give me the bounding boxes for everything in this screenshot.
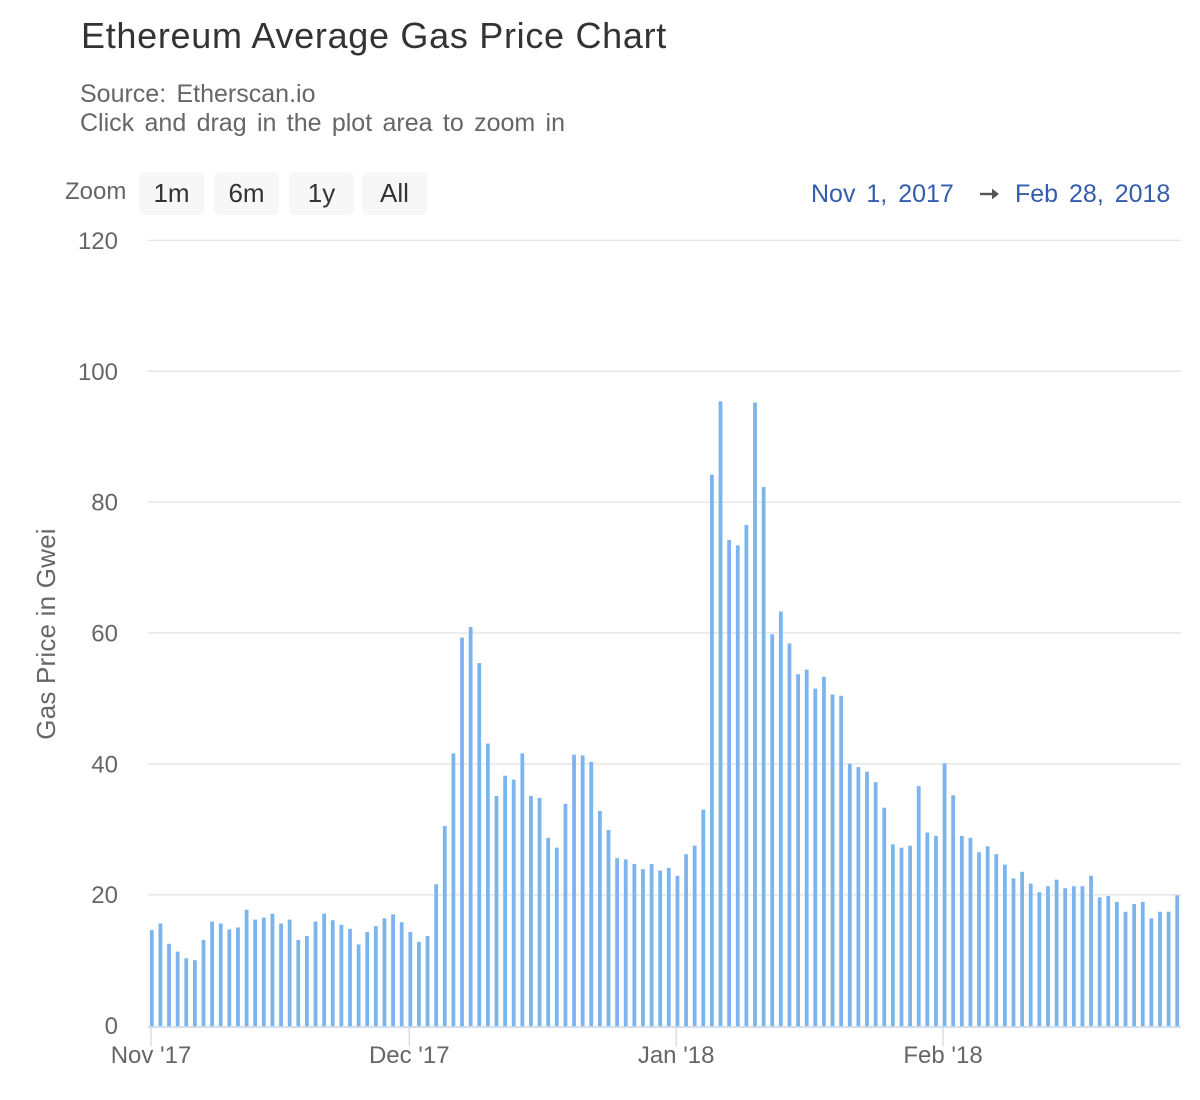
svg-text:80: 80 xyxy=(91,490,118,517)
svg-text:100: 100 xyxy=(78,359,118,386)
svg-text:Jan '18: Jan '18 xyxy=(638,1042,715,1069)
svg-text:Dec '17: Dec '17 xyxy=(369,1042,450,1069)
svg-text:40: 40 xyxy=(91,751,118,778)
svg-text:20: 20 xyxy=(91,882,118,909)
svg-text:60: 60 xyxy=(91,621,118,648)
svg-text:0: 0 xyxy=(105,1013,118,1040)
svg-text:Nov '17: Nov '17 xyxy=(111,1042,192,1069)
svg-text:120: 120 xyxy=(78,228,118,255)
svg-text:Gas Price in Gwei: Gas Price in Gwei xyxy=(31,528,61,739)
svg-text:Feb '18: Feb '18 xyxy=(903,1042,982,1069)
